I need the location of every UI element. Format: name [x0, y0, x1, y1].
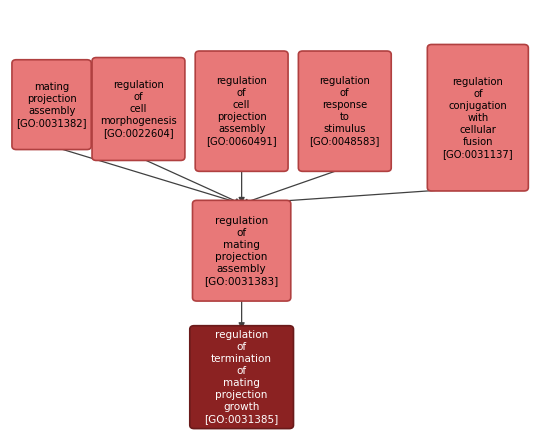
Text: regulation
of
conjugation
with
cellular
fusion
[GO:0031137]: regulation of conjugation with cellular …: [443, 77, 513, 159]
Text: regulation
of
termination
of
mating
projection
growth
[GO:0031385]: regulation of termination of mating proj…: [205, 330, 279, 424]
FancyBboxPatch shape: [12, 60, 91, 150]
FancyBboxPatch shape: [427, 44, 528, 191]
FancyBboxPatch shape: [92, 58, 185, 160]
FancyBboxPatch shape: [190, 326, 293, 429]
Text: regulation
of
cell
morphogenesis
[GO:0022604]: regulation of cell morphogenesis [GO:002…: [100, 80, 177, 138]
Text: regulation
of
response
to
stimulus
[GO:0048583]: regulation of response to stimulus [GO:0…: [310, 76, 380, 146]
Text: regulation
of
cell
projection
assembly
[GO:0060491]: regulation of cell projection assembly […: [206, 76, 277, 146]
Text: mating
projection
assembly
[GO:0031382]: mating projection assembly [GO:0031382]: [16, 82, 87, 128]
FancyBboxPatch shape: [195, 51, 288, 171]
FancyBboxPatch shape: [192, 201, 291, 301]
FancyBboxPatch shape: [299, 51, 391, 171]
Text: regulation
of
mating
projection
assembly
[GO:0031383]: regulation of mating projection assembly…: [205, 216, 279, 286]
